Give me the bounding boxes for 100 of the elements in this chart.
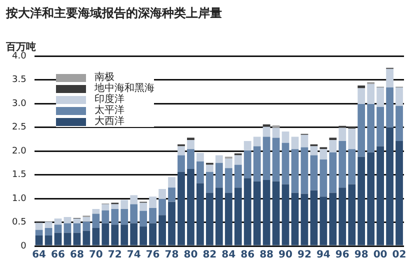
bar — [348, 184, 356, 246]
bar — [64, 217, 72, 224]
bar — [82, 217, 90, 222]
bar — [168, 188, 176, 202]
bar — [196, 161, 204, 184]
x-tick-label: 80 — [184, 250, 198, 261]
bar — [178, 172, 185, 246]
bar — [320, 149, 328, 160]
x-tick-label: 66 — [51, 250, 66, 261]
y-tick-label: 3.0 — [12, 98, 27, 109]
bar — [130, 195, 138, 204]
bar — [329, 140, 337, 152]
bar — [35, 236, 43, 246]
bar — [196, 152, 204, 162]
bar — [158, 189, 166, 199]
bar — [149, 208, 156, 224]
bar — [386, 68, 394, 88]
bar — [300, 134, 308, 148]
bar — [396, 141, 403, 246]
y-tick-label: 3.5 — [12, 75, 26, 86]
bar — [291, 149, 299, 193]
y-tick-label: 2.0 — [12, 146, 27, 156]
bar — [291, 136, 299, 150]
bar — [206, 192, 214, 246]
bar — [282, 132, 290, 143]
bar — [35, 230, 43, 236]
bar — [178, 146, 185, 156]
bar — [262, 124, 270, 127]
legend-label: 地中海和黑海 — [94, 83, 154, 94]
bar — [178, 155, 185, 172]
bar — [187, 140, 194, 150]
bar — [111, 208, 119, 225]
y-tick-label: 1.0 — [12, 194, 27, 204]
x-tick-label: 70 — [88, 250, 103, 261]
bar — [272, 128, 280, 138]
bar — [130, 223, 138, 246]
bar — [282, 184, 290, 246]
y-tick-label: 0.5 — [12, 218, 26, 228]
x-tick-label: 92 — [298, 250, 312, 261]
bar — [196, 183, 204, 246]
bar — [54, 224, 62, 233]
bar — [367, 84, 375, 104]
x-tick-label: 96 — [335, 250, 350, 261]
x-tick-label: 76 — [146, 250, 160, 261]
x-tick-label: 88 — [260, 250, 274, 261]
legend-label: 印度洋 — [94, 94, 124, 105]
bar — [187, 169, 194, 246]
bar — [272, 181, 280, 246]
bar — [140, 226, 148, 246]
bar — [44, 236, 52, 246]
bar — [358, 85, 366, 88]
x-tick-label: 68 — [70, 250, 84, 261]
bar — [120, 200, 128, 209]
bar — [158, 198, 166, 216]
bar — [215, 188, 223, 246]
bar — [73, 223, 81, 233]
bar — [92, 228, 100, 246]
bar — [329, 138, 337, 140]
bar — [386, 87, 394, 128]
bar — [130, 204, 138, 224]
bar — [244, 150, 252, 178]
y-tick-label: 4.0 — [12, 51, 27, 62]
bar — [102, 204, 110, 210]
bar — [120, 224, 128, 246]
bar — [244, 178, 252, 246]
bar — [262, 180, 270, 246]
bar — [224, 168, 232, 193]
bar — [367, 104, 375, 152]
bar — [358, 88, 366, 104]
x-tick-label: 72 — [108, 250, 122, 261]
bar — [244, 141, 252, 151]
bar — [102, 210, 110, 224]
bar — [44, 228, 52, 236]
bar — [329, 192, 337, 246]
bar — [262, 136, 270, 180]
bar — [338, 188, 346, 246]
bar — [168, 177, 176, 188]
bar — [64, 232, 72, 246]
bar — [253, 181, 261, 246]
bar — [92, 214, 100, 228]
bar — [300, 147, 308, 194]
x-tick-label: 86 — [240, 250, 255, 261]
bar — [73, 218, 81, 224]
x-tick-label: 78 — [164, 250, 179, 261]
y-tick-label: 1.5 — [12, 170, 26, 180]
x-tick-label: 90 — [278, 250, 293, 261]
bar — [140, 202, 148, 211]
bar — [348, 128, 356, 150]
bar — [73, 232, 81, 246]
bar — [396, 87, 403, 106]
x-tick-label: 94 — [316, 250, 330, 261]
bar — [310, 146, 318, 156]
bar — [300, 194, 308, 246]
bar — [253, 146, 261, 182]
x-tick-label: 64 — [32, 250, 46, 261]
bar — [272, 138, 280, 182]
bar — [234, 155, 242, 165]
bar — [35, 222, 43, 230]
bar — [54, 232, 62, 246]
y-tick-label: 0 — [20, 241, 27, 252]
